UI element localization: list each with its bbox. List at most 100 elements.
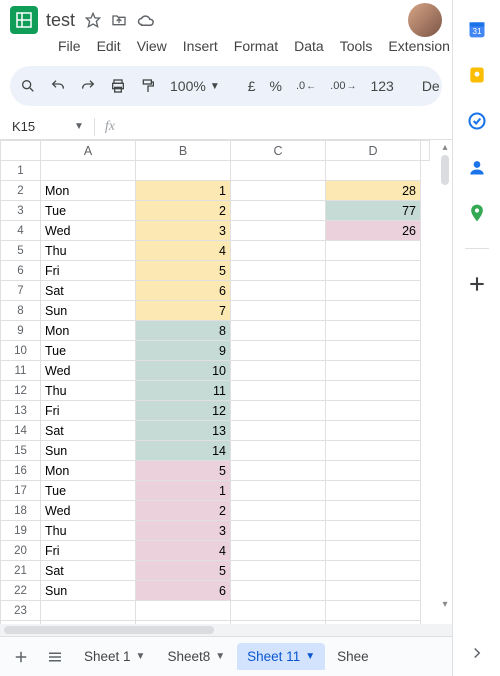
menu-file[interactable]: File: [52, 36, 87, 56]
cell[interactable]: 2: [136, 201, 231, 221]
cell[interactable]: [326, 621, 421, 625]
cell[interactable]: Fri: [41, 261, 136, 281]
cell[interactable]: [326, 241, 421, 261]
move-icon[interactable]: [111, 12, 127, 28]
cell[interactable]: Sun: [41, 441, 136, 461]
print-icon[interactable]: [110, 78, 126, 94]
decrease-decimal-button[interactable]: .0←: [296, 80, 316, 92]
cell[interactable]: 1: [136, 181, 231, 201]
row-header[interactable]: 5: [1, 241, 41, 261]
add-sheet-button[interactable]: [6, 642, 36, 672]
cell[interactable]: 7: [136, 301, 231, 321]
cell[interactable]: [231, 421, 326, 441]
spreadsheet-grid[interactable]: ABCD12Mon1283Tue2774Wed3265Thu46Fri57Sat…: [0, 140, 430, 624]
menu-data[interactable]: Data: [288, 36, 330, 56]
scroll-up-icon[interactable]: ▴: [442, 142, 447, 153]
currency-button[interactable]: £: [248, 78, 256, 94]
hscroll-thumb[interactable]: [4, 626, 214, 634]
row-header[interactable]: 9: [1, 321, 41, 341]
col-header-B[interactable]: B: [136, 141, 231, 161]
add-icon[interactable]: [466, 273, 488, 295]
cell[interactable]: [231, 621, 326, 625]
cell[interactable]: [231, 241, 326, 261]
cell[interactable]: Wed: [41, 221, 136, 241]
cell[interactable]: [231, 381, 326, 401]
cell[interactable]: [231, 321, 326, 341]
cell[interactable]: [326, 261, 421, 281]
hide-sidepanel-icon[interactable]: [468, 644, 486, 662]
cell[interactable]: Fri: [41, 541, 136, 561]
cell[interactable]: Tue: [41, 481, 136, 501]
cell[interactable]: [231, 361, 326, 381]
row-header[interactable]: 17: [1, 481, 41, 501]
cell[interactable]: 3: [136, 521, 231, 541]
account-avatar[interactable]: [408, 3, 442, 37]
cell[interactable]: [231, 301, 326, 321]
horizontal-scrollbar[interactable]: [0, 624, 452, 636]
sheet-tab-menu-icon[interactable]: ▼: [136, 651, 146, 662]
row-header[interactable]: 24: [1, 621, 41, 625]
number-format-button[interactable]: 123: [370, 78, 393, 94]
cell[interactable]: [326, 321, 421, 341]
vertical-scrollbar[interactable]: ▴ ▾: [440, 142, 450, 610]
cell[interactable]: [41, 161, 136, 181]
cell[interactable]: Wed: [41, 361, 136, 381]
keep-icon[interactable]: [466, 64, 488, 86]
cell[interactable]: Thu: [41, 521, 136, 541]
row-header[interactable]: 10: [1, 341, 41, 361]
cell[interactable]: [231, 181, 326, 201]
cell[interactable]: 6: [136, 581, 231, 601]
row-header[interactable]: 22: [1, 581, 41, 601]
cell[interactable]: [231, 201, 326, 221]
menu-format[interactable]: Format: [228, 36, 284, 56]
row-header[interactable]: 7: [1, 281, 41, 301]
cell[interactable]: [326, 481, 421, 501]
cell[interactable]: [41, 601, 136, 621]
cell[interactable]: 4: [136, 241, 231, 261]
percent-button[interactable]: %: [270, 78, 282, 94]
cell[interactable]: [326, 581, 421, 601]
row-header[interactable]: 1: [1, 161, 41, 181]
cell[interactable]: Tue: [41, 201, 136, 221]
search-icon[interactable]: [20, 78, 36, 94]
name-box-dropdown-icon[interactable]: ▼: [64, 121, 94, 132]
row-header[interactable]: 15: [1, 441, 41, 461]
cell[interactable]: [326, 301, 421, 321]
cell[interactable]: [136, 601, 231, 621]
cell[interactable]: [326, 401, 421, 421]
cell[interactable]: 10: [136, 361, 231, 381]
row-header[interactable]: 18: [1, 501, 41, 521]
cell[interactable]: [231, 161, 326, 181]
cell[interactable]: [231, 601, 326, 621]
cell[interactable]: 28: [326, 181, 421, 201]
cell[interactable]: [231, 501, 326, 521]
row-header[interactable]: 21: [1, 561, 41, 581]
cell[interactable]: 1: [136, 481, 231, 501]
col-header-A[interactable]: A: [41, 141, 136, 161]
cell[interactable]: [326, 461, 421, 481]
cell[interactable]: 13: [136, 421, 231, 441]
cell[interactable]: Sat: [41, 421, 136, 441]
tasks-icon[interactable]: [466, 110, 488, 132]
cell[interactable]: Thu: [41, 241, 136, 261]
grid-scroll[interactable]: ABCD12Mon1283Tue2774Wed3265Thu46Fri57Sat…: [0, 140, 452, 624]
cell[interactable]: [326, 361, 421, 381]
cell[interactable]: [326, 561, 421, 581]
menu-edit[interactable]: Edit: [91, 36, 127, 56]
cell[interactable]: [326, 541, 421, 561]
row-header[interactable]: 20: [1, 541, 41, 561]
cell[interactable]: 11: [136, 381, 231, 401]
row-header[interactable]: 4: [1, 221, 41, 241]
cell[interactable]: Sat: [41, 561, 136, 581]
cell[interactable]: [231, 521, 326, 541]
calendar-icon[interactable]: 31: [466, 18, 488, 40]
cell[interactable]: 5: [136, 561, 231, 581]
cloud-icon[interactable]: [137, 12, 155, 28]
menu-insert[interactable]: Insert: [177, 36, 224, 56]
row-header[interactable]: 16: [1, 461, 41, 481]
sheet-tab[interactable]: Sheet8▼: [157, 643, 235, 670]
cell[interactable]: 4: [136, 541, 231, 561]
row-header[interactable]: 23: [1, 601, 41, 621]
cell[interactable]: 6: [136, 281, 231, 301]
cell[interactable]: [231, 281, 326, 301]
